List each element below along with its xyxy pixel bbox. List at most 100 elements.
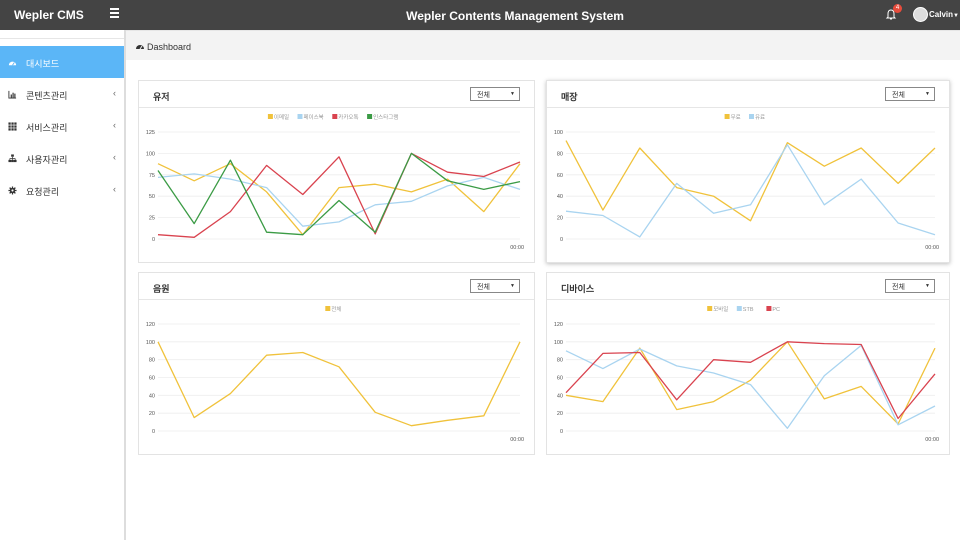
legend-swatch: [707, 306, 713, 311]
series-line-series-1: [565, 344, 936, 429]
legend-label: PC: [772, 307, 780, 313]
legend-swatch: [325, 306, 331, 311]
y-tick-label: 50: [149, 194, 155, 200]
panel-header: 매장 전체 ▼: [547, 81, 949, 108]
select-value: 전체: [892, 284, 905, 291]
y-tick-label: 100: [554, 340, 563, 346]
divider: [0, 38, 124, 39]
sidebar-item-label: 대시보드: [26, 59, 60, 69]
notification-badge: 4: [893, 4, 902, 13]
y-tick-label: 0: [560, 429, 563, 435]
series-line-series-1: [565, 144, 936, 238]
y-tick-label: 60: [557, 376, 563, 382]
sidebar-item-label: 콘텐츠관리: [26, 91, 68, 101]
legend-label: 카카오톡: [338, 113, 358, 121]
avatar[interactable]: [913, 7, 928, 22]
y-tick-label: 0: [152, 429, 155, 435]
y-tick-label: 20: [557, 411, 563, 417]
legend-label: 인스타그램: [373, 113, 398, 121]
sidebar-item-requests[interactable]: 요청관리 ‹: [0, 174, 124, 206]
y-tick-label: 60: [557, 173, 563, 179]
y-tick-label: 120: [146, 322, 155, 328]
filter-select[interactable]: 전체 ▼: [885, 279, 935, 293]
chevron-left-icon: ‹: [113, 88, 116, 98]
caret-down-icon: ▼: [925, 91, 930, 97]
dashboard-icon: [8, 61, 17, 66]
panel-title: 음원: [153, 284, 170, 294]
x-tick-label: 00:00: [510, 245, 524, 251]
y-tick-label: 75: [149, 173, 155, 179]
sidebar-item-label: 사용자관리: [26, 155, 68, 165]
sidebar-item-label: 요청관리: [26, 187, 60, 197]
panel-title: 매장: [561, 92, 578, 102]
panel-title: 유저: [153, 92, 170, 102]
y-tick-label: 80: [557, 358, 563, 364]
sidebar-item-users[interactable]: 사용자관리 ‹: [0, 142, 124, 174]
caret-down-icon: ▼: [925, 283, 930, 289]
legend-swatch: [766, 306, 772, 311]
x-tick-label: 00:00: [510, 437, 524, 443]
legend-swatch: [267, 114, 273, 119]
breadcrumb: Dashboard: [126, 30, 960, 60]
series-line-series-0: [157, 163, 521, 236]
y-tick-label: 80: [557, 151, 563, 157]
panel-stores: 매장 전체 ▼ 무료 유료 0 20 40 60 80 100 00:00: [546, 80, 950, 263]
series-line-series-2: [157, 152, 521, 238]
system-title: Wepler Contents Management System: [406, 9, 624, 23]
filter-select[interactable]: 전체 ▼: [470, 87, 520, 101]
sidebar-item-label: 서비스관리: [26, 123, 68, 133]
legend-swatch: [297, 114, 303, 119]
devices-line-chart: 모바일 STB PC 0 20 40 60 80 100 120 00:00: [554, 305, 939, 443]
y-tick-label: 40: [557, 393, 563, 399]
y-tick-label: 40: [557, 194, 563, 200]
legend-label: 모바일: [713, 305, 728, 313]
legend-swatch: [332, 114, 338, 119]
bar-chart-icon: [8, 90, 17, 99]
dashboard-icon: [136, 45, 144, 50]
legend-label: STB: [743, 307, 754, 313]
series-line-series-0: [565, 341, 936, 425]
gear-icon: [8, 186, 17, 195]
y-tick-label: 120: [554, 322, 563, 328]
caret-down-icon: ▼: [510, 91, 515, 97]
stores-line-chart: 무료 유료 0 20 40 60 80 100 00:00: [554, 114, 939, 251]
y-tick-label: 20: [557, 216, 563, 222]
series-line-series-0: [565, 140, 936, 222]
y-tick-label: 0: [152, 237, 155, 243]
select-value: 전체: [477, 92, 490, 99]
panel-users: 유저 전체 ▼ 이메일 페이스북 카카오톡 인스타그램 0 25 50 75 100 125 00:…: [138, 80, 535, 263]
panel-title: 디바이스: [561, 284, 595, 294]
y-tick-label: 125: [146, 130, 155, 136]
grid-icon: [8, 122, 17, 131]
legend-label: 이메일: [274, 113, 289, 121]
y-tick-label: 40: [149, 393, 155, 399]
series-line-series-2: [565, 341, 936, 420]
chevron-left-icon: ‹: [113, 152, 116, 162]
panel-header: 디바이스 전체 ▼: [547, 273, 949, 300]
filter-select[interactable]: 전체 ▼: [885, 87, 935, 101]
y-tick-label: 100: [146, 340, 155, 346]
sidebar-item-dashboard[interactable]: 대시보드: [0, 46, 124, 78]
legend-swatch: [749, 114, 754, 119]
user-menu[interactable]: Calvin▼: [929, 10, 959, 19]
sidebar-item-service[interactable]: 서비스관리 ‹: [0, 110, 124, 142]
y-tick-label: 80: [149, 358, 155, 364]
menu-toggle-icon[interactable]: [110, 8, 120, 20]
panel-music: 음원 전체 ▼ 전체 0 20 40 60 80 100 120 00:00: [138, 272, 535, 455]
y-tick-label: 25: [149, 216, 155, 222]
music-line-chart: 전체 0 20 40 60 80 100 120 00:00: [146, 305, 524, 443]
x-tick-label: 00:00: [925, 245, 939, 251]
sidebar-item-content[interactable]: 콘텐츠관리 ‹: [0, 78, 124, 110]
legend-label: 유료: [755, 114, 765, 121]
legend-label: 페이스북: [304, 113, 324, 121]
y-tick-label: 60: [149, 376, 155, 382]
series-line-series-0: [157, 341, 521, 427]
x-tick-label: 00:00: [925, 437, 939, 443]
y-tick-label: 0: [560, 237, 563, 243]
top-navbar: Wepler CMS Wepler Contents Management Sy…: [0, 0, 960, 30]
breadcrumb-label: Dashboard: [147, 42, 192, 52]
caret-down-icon: ▼: [953, 13, 959, 19]
filter-select[interactable]: 전체 ▼: [470, 279, 520, 293]
brand-logo[interactable]: Wepler CMS: [14, 8, 84, 22]
legend-swatch: [736, 306, 742, 311]
